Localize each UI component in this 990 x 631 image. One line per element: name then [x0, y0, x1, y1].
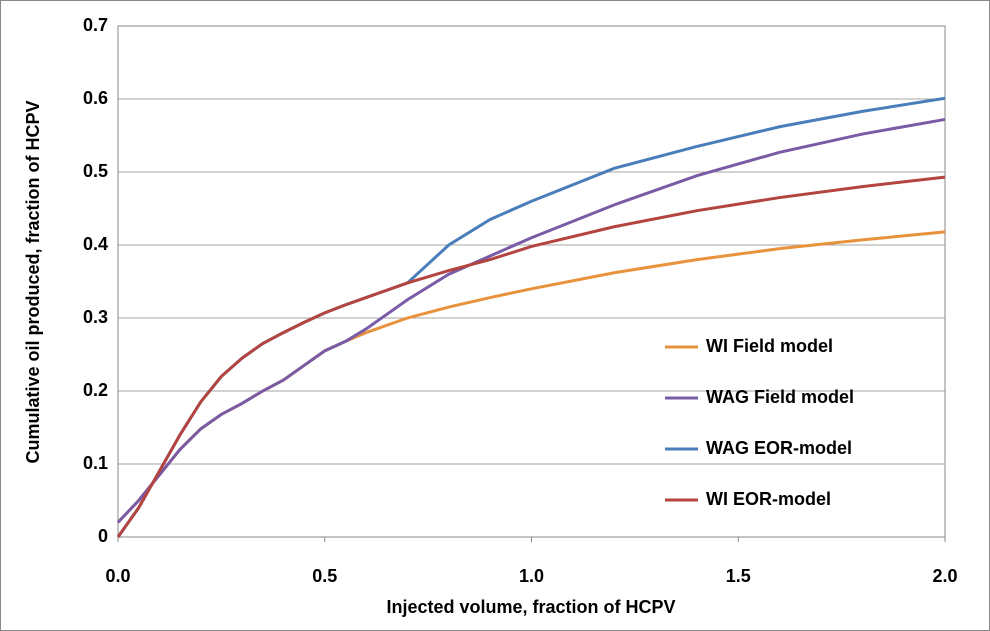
- plot-area: [117, 25, 946, 538]
- legend-label: WI EOR-model: [706, 489, 831, 509]
- x-tick-label: 0.5: [312, 566, 337, 586]
- legend-label: WAG Field model: [706, 387, 854, 407]
- legend-label: WAG EOR-model: [706, 438, 852, 458]
- y-tick-label: 0.4: [83, 234, 108, 254]
- y-axis-title: Cumulative oil produced, fraction of HCP…: [23, 100, 43, 463]
- x-tick-label: 0.0: [105, 566, 130, 586]
- y-tick-label: 0.1: [83, 453, 108, 473]
- x-axis-title: Injected volume, fraction of HCPV: [386, 597, 675, 617]
- y-tick-label: 0: [98, 526, 108, 546]
- series-line: [116, 117, 946, 524]
- series-line: [116, 175, 946, 538]
- x-tick-label: 2.0: [932, 566, 957, 586]
- y-tick-label: 0.6: [83, 88, 108, 108]
- legend-label: WI Field model: [706, 336, 833, 356]
- y-tick-label: 0.3: [83, 307, 108, 327]
- y-tick-label: 0.2: [83, 380, 108, 400]
- x-tick-label: 1.0: [519, 566, 544, 586]
- y-tick-label: 0.7: [83, 15, 108, 35]
- x-tick-label: 1.5: [726, 566, 751, 586]
- y-tick-label: 0.5: [83, 161, 108, 181]
